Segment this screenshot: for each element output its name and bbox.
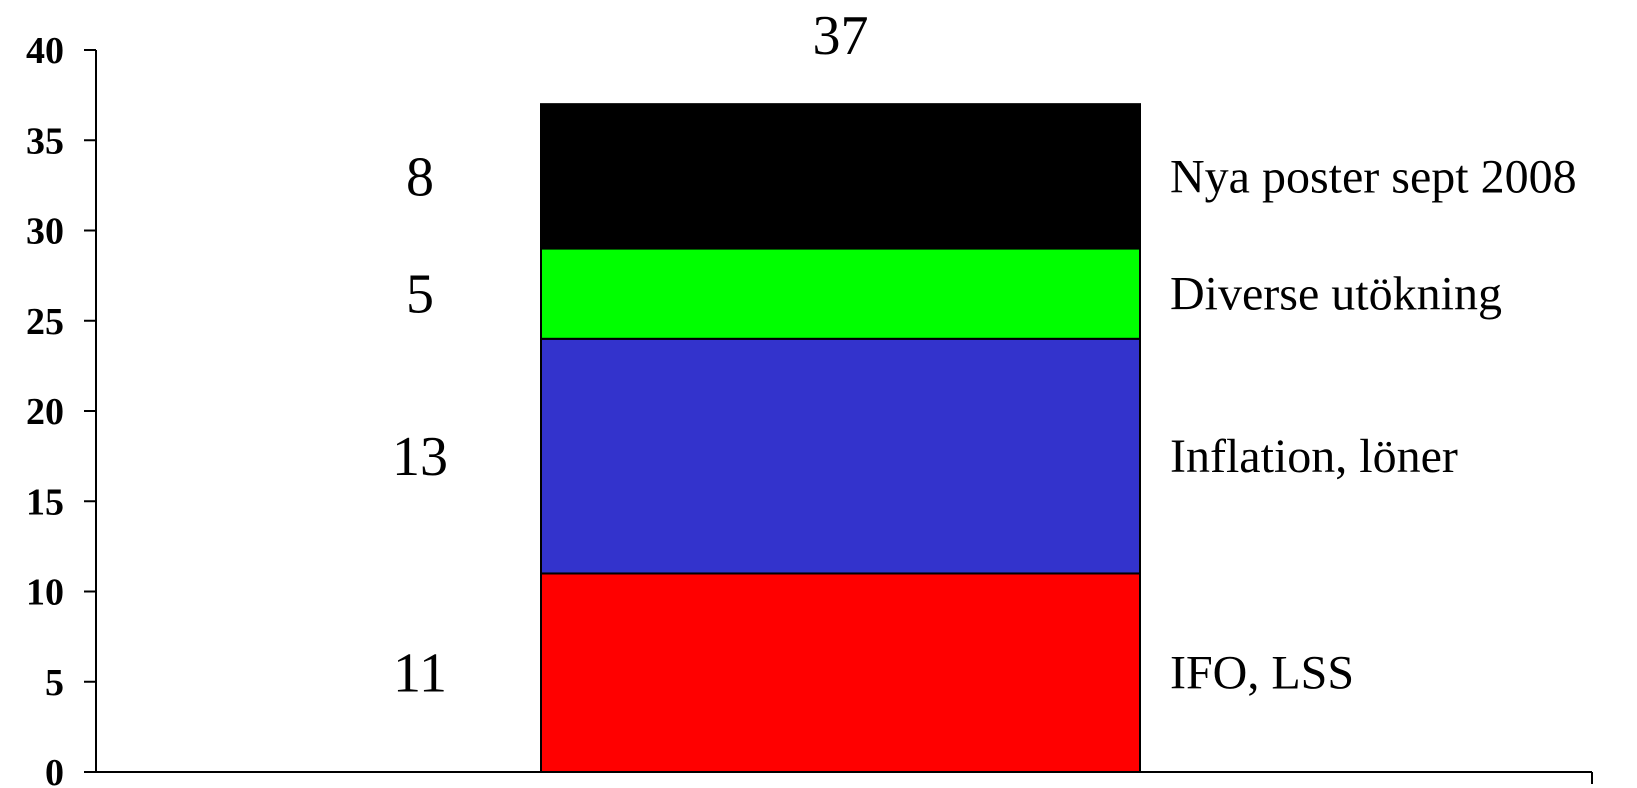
axes: 0 5 10 15 20 25 30 35 40 bbox=[26, 30, 1593, 788]
bar-segment bbox=[540, 103, 1141, 250]
segment-legend-label: Nya poster sept 2008 bbox=[1170, 150, 1577, 203]
y-tick-label: 40 bbox=[26, 30, 64, 72]
segment-legend-label: Diverse utökning bbox=[1170, 268, 1502, 321]
y-tick-label: 15 bbox=[26, 481, 64, 523]
segment-value-label: 5 bbox=[406, 264, 434, 326]
segment-value-label: 8 bbox=[406, 146, 434, 208]
y-tick-label: 10 bbox=[26, 572, 64, 614]
bar-segment bbox=[540, 572, 1141, 774]
bar-segment bbox=[540, 247, 1141, 340]
segment-legend-label: Inflation, löner bbox=[1170, 430, 1458, 483]
y-tick-label: 20 bbox=[26, 391, 64, 433]
segment-legend: IFO, LSS Inflation, löner Diverse utökning… bbox=[1170, 150, 1577, 699]
segment-labels: 11 13 5 8 37 bbox=[392, 5, 869, 705]
segment-legend-label: IFO, LSS bbox=[1170, 647, 1354, 700]
segment-value-label: 11 bbox=[393, 643, 447, 705]
y-tick-label: 30 bbox=[26, 211, 64, 253]
segment-value-label: 13 bbox=[392, 426, 448, 488]
bar-segment bbox=[540, 337, 1141, 575]
y-tick-label: 35 bbox=[26, 120, 64, 162]
y-tick-label: 25 bbox=[26, 301, 64, 343]
total-value-label: 37 bbox=[813, 5, 869, 67]
y-tick-label: 5 bbox=[45, 662, 64, 704]
bar-segments bbox=[540, 103, 1141, 774]
y-tick-label: 0 bbox=[45, 752, 64, 788]
